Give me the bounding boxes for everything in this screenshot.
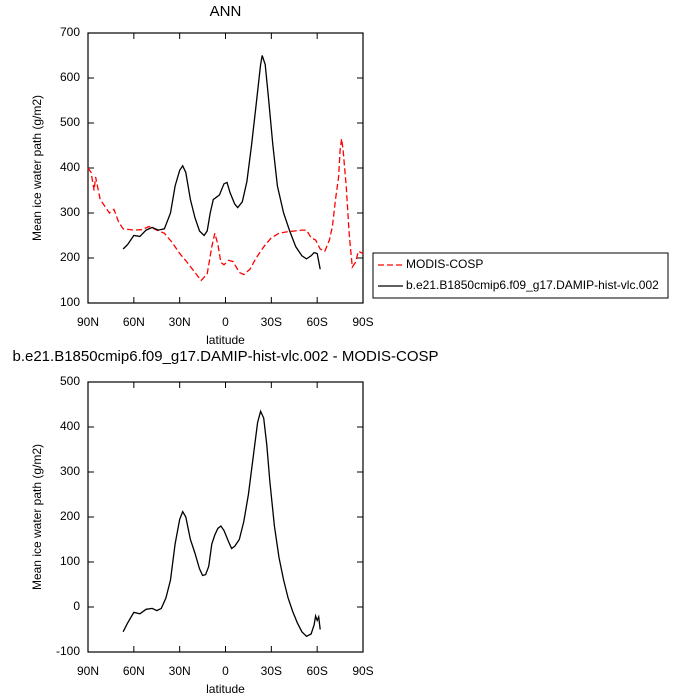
y-tick-label: -100 <box>56 644 80 658</box>
x-tick-label: 30N <box>169 315 191 329</box>
y-axis-label: Mean ice water path (g/m2) <box>30 444 44 590</box>
y-tick-label: 400 <box>60 419 80 433</box>
y-tick-label: 0 <box>73 599 80 613</box>
y-axis-label: Mean ice water path (g/m2) <box>30 95 44 241</box>
x-axis-label: latitude <box>206 682 245 696</box>
x-tick-label: 60N <box>123 664 145 678</box>
y-tick-label: 300 <box>60 464 80 478</box>
y-tick-label: 400 <box>60 160 80 174</box>
y-tick-label: 500 <box>60 374 80 388</box>
x-tick-label: 30S <box>261 664 282 678</box>
y-tick-label: 200 <box>60 509 80 523</box>
y-tick-label: 300 <box>60 205 80 219</box>
x-tick-label: 90S <box>352 315 373 329</box>
data-line <box>87 138 364 282</box>
legend-label: MODIS-COSP <box>406 257 483 271</box>
legend-label: b.e21.B1850cmip6.f09_g17.DAMIP-hist-vlc.… <box>406 278 659 292</box>
x-tick-label: 60N <box>123 315 145 329</box>
y-tick-label: 100 <box>60 295 80 309</box>
x-tick-label: 0 <box>222 315 229 329</box>
y-tick-label: 100 <box>60 554 80 568</box>
legend-box <box>372 252 669 299</box>
x-tick-label: 90N <box>77 315 99 329</box>
y-tick-label: 500 <box>60 115 80 129</box>
x-tick-label: 30S <box>261 315 282 329</box>
plot-frame <box>87 32 364 304</box>
data-line <box>122 409 321 638</box>
y-tick-label: 600 <box>60 70 80 84</box>
y-tick-label: 700 <box>60 25 80 39</box>
x-tick-label: 60S <box>306 315 327 329</box>
x-axis-label: latitude <box>206 333 245 347</box>
x-tick-label: 90S <box>352 664 373 678</box>
plot-frame <box>87 381 364 653</box>
chart-title: ANN <box>210 3 242 20</box>
data-line <box>122 55 321 270</box>
x-tick-label: 60S <box>306 664 327 678</box>
x-tick-label: 30N <box>169 664 191 678</box>
x-tick-label: 0 <box>222 664 229 678</box>
chart-title: b.e21.B1850cmip6.f09_g17.DAMIP-hist-vlc.… <box>12 348 438 365</box>
x-tick-label: 90N <box>77 664 99 678</box>
y-tick-label: 200 <box>60 250 80 264</box>
